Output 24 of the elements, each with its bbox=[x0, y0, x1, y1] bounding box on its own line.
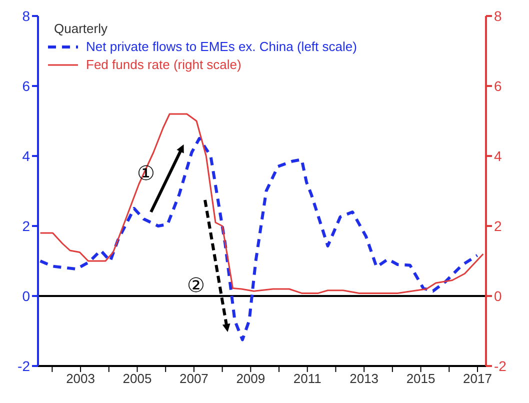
x-tick-label: 2007 bbox=[179, 371, 208, 386]
x-tick-label: 2015 bbox=[406, 371, 436, 386]
x-tick-label: 2005 bbox=[122, 371, 152, 386]
legend-label: Net private flows to EMEs ex. China (left scale) bbox=[86, 38, 357, 56]
legend-title: Quarterly bbox=[53, 20, 108, 38]
x-tick-label: 2011 bbox=[293, 371, 322, 386]
x-tick-label: 2003 bbox=[66, 371, 95, 386]
y-tick-label: -2 bbox=[18, 358, 30, 374]
x-tick-label: 2009 bbox=[236, 371, 266, 386]
y2-tick-label: 4 bbox=[494, 148, 502, 164]
y2-tick-label: 0 bbox=[494, 288, 502, 304]
legend-label: Fed funds rate (right scale) bbox=[86, 56, 242, 74]
y2-tick-label: -2 bbox=[494, 358, 507, 374]
y2-tick-label: 6 bbox=[494, 78, 502, 94]
annotation: ② bbox=[187, 275, 205, 297]
x-tick-label: 2013 bbox=[350, 371, 379, 386]
x-tick-label: 2017 bbox=[463, 371, 492, 386]
y-tick-label: 4 bbox=[22, 148, 30, 164]
y-tick-label: 2 bbox=[22, 218, 30, 234]
y-tick-label: 8 bbox=[22, 8, 30, 24]
y-tick-label: 6 bbox=[22, 78, 30, 94]
y-tick-label: 0 bbox=[22, 288, 30, 304]
y2-tick-label: 8 bbox=[494, 8, 502, 24]
y2-tick-label: 2 bbox=[494, 218, 502, 234]
